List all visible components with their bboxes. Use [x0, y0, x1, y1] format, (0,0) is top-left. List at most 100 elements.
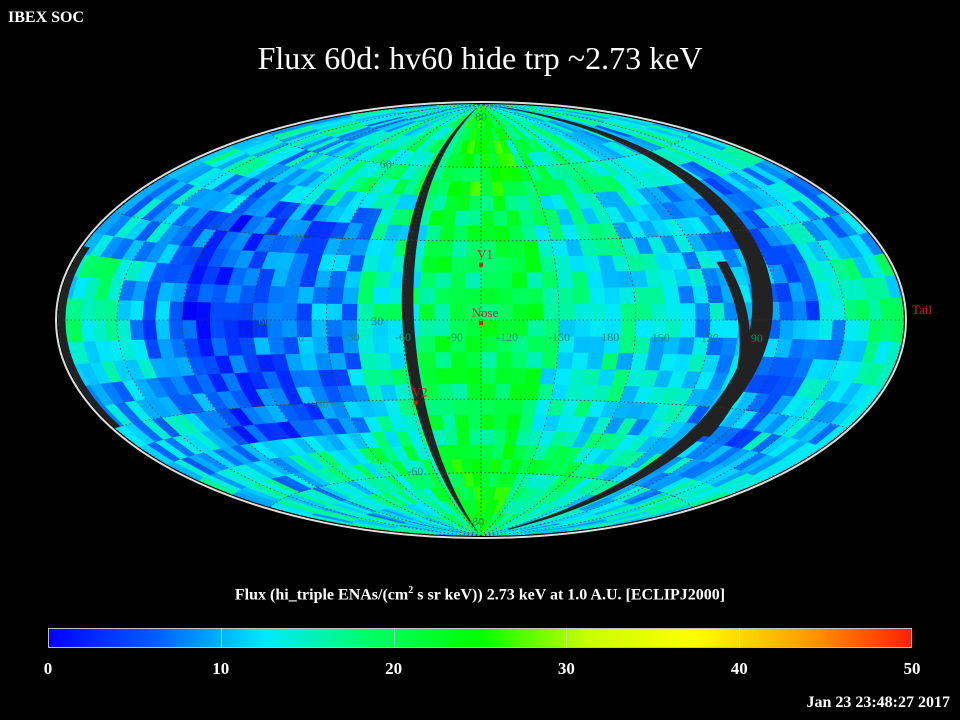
flux-pixel — [470, 458, 482, 474]
flux-pixel — [573, 303, 591, 321]
org-label: IBEX SOC — [8, 9, 85, 26]
flux-pixel — [465, 335, 482, 353]
latitude-label: 60 — [258, 314, 270, 328]
map-rim — [55, 101, 907, 539]
flux-pixel — [572, 335, 590, 353]
flux-pixel — [511, 303, 529, 321]
flux-pixel — [662, 285, 681, 304]
flux-pixel — [356, 287, 375, 305]
data-gap — [500, 106, 773, 530]
flux-pixel — [496, 287, 513, 305]
flux-pixel — [509, 367, 527, 385]
flux-pixel — [493, 225, 510, 242]
flux-pixel — [791, 300, 808, 321]
flux-pixel — [507, 224, 524, 242]
flux-pixel — [480, 429, 494, 445]
flux-pixel — [466, 383, 482, 400]
latitude-label: 80 — [475, 110, 487, 124]
latitude-line — [269, 472, 693, 508]
graticule — [58, 104, 904, 536]
colorbar-tick-label: 50 — [903, 659, 921, 678]
flux-pixel — [154, 319, 171, 340]
flux-pixel — [280, 319, 298, 338]
flux-pixel — [373, 351, 392, 369]
flux-pixel — [585, 270, 604, 288]
longitude-line — [480, 104, 560, 536]
flux-pixel — [418, 335, 436, 353]
flux-pixel — [649, 302, 667, 321]
flux-pixel — [526, 335, 544, 353]
longitude-label: -60 — [395, 330, 411, 344]
latitude-label: 30 — [371, 314, 383, 328]
flux-pixel — [469, 443, 482, 460]
flux-pixel — [619, 319, 637, 337]
flux-pixel — [465, 351, 482, 369]
flux-pixel — [525, 271, 543, 289]
flux-pixel — [508, 383, 526, 400]
flux-pixel — [281, 336, 300, 355]
marker-label-v1: V1 — [477, 247, 493, 262]
colorbar-tick-label: 20 — [385, 659, 403, 678]
flux-pixel — [420, 367, 438, 385]
flux-pixel — [634, 302, 652, 321]
flux-pixel — [469, 181, 482, 197]
flux-pixel — [553, 255, 572, 273]
flux-pixel — [570, 351, 589, 369]
flux-pixel — [420, 255, 438, 273]
flux-pixel — [468, 429, 482, 445]
flux-pixel — [449, 303, 466, 321]
flux-pixel — [505, 414, 522, 431]
flux-pixel — [617, 286, 636, 304]
flux-pixel — [555, 351, 574, 369]
flux-pixel — [600, 270, 619, 288]
flux-pixel — [326, 286, 345, 304]
flux-pixel — [555, 271, 574, 289]
flux-pixel — [464, 319, 482, 337]
caption-pre: Flux (hi_triple ENAs/(cm — [234, 586, 409, 604]
colorbar-tick-label: 0 — [43, 659, 53, 678]
flux-pixel — [341, 286, 360, 305]
flux-pixel — [280, 302, 298, 321]
colorbar-tick — [220, 628, 222, 648]
flux-pixel — [310, 302, 328, 321]
flux-pixel — [867, 298, 882, 321]
flux-pixel — [480, 153, 491, 168]
flux-pixel — [465, 271, 482, 289]
flux-pixel — [679, 319, 696, 338]
flux-pixel — [679, 302, 696, 321]
flux-pixel — [455, 195, 470, 211]
flux-pixel — [817, 319, 833, 341]
flux-pixel — [503, 195, 519, 211]
flux-pixel — [480, 140, 489, 154]
colorbar-tick — [393, 628, 395, 648]
flux-pixel — [104, 299, 119, 321]
flux-pixel — [466, 398, 482, 415]
flux-pixel — [480, 181, 493, 197]
flux-pixel — [480, 367, 497, 384]
flux-pixel — [676, 336, 695, 355]
flux-pixel — [433, 303, 451, 321]
flux-pixel — [325, 303, 343, 321]
longitude-labels: 0 -30 -60 -90 -120 -150 180 150 120 90 — [298, 330, 763, 345]
flux-pixel — [843, 319, 858, 341]
flux-pixel — [509, 255, 527, 273]
flux-pixel — [522, 240, 540, 257]
flux-pixel — [480, 472, 491, 487]
data-gap-layer — [58, 106, 773, 533]
longitude-line — [116, 104, 482, 536]
flux-pixel — [325, 319, 343, 337]
flux-pixel — [422, 240, 440, 257]
flux-pixel — [558, 303, 575, 321]
flux-pixel — [494, 240, 511, 257]
colorbar-tick-label: 40 — [730, 659, 748, 678]
flux-pixel — [480, 335, 497, 353]
marker-dot — [479, 262, 483, 267]
latitude-labels: 60 30 60 30 -30 -60 -80 80 — [258, 110, 487, 529]
flux-pixel — [141, 319, 158, 340]
latitude-label: 30 — [292, 230, 304, 244]
flux-pixel — [470, 166, 482, 182]
flux-pixel — [341, 303, 358, 321]
flux-pixel — [480, 225, 496, 242]
flux-pixel — [452, 398, 469, 415]
caption-post: s sr keV)) 2.73 keV at 1.0 A.U. [ECLIPJ2… — [413, 586, 726, 604]
